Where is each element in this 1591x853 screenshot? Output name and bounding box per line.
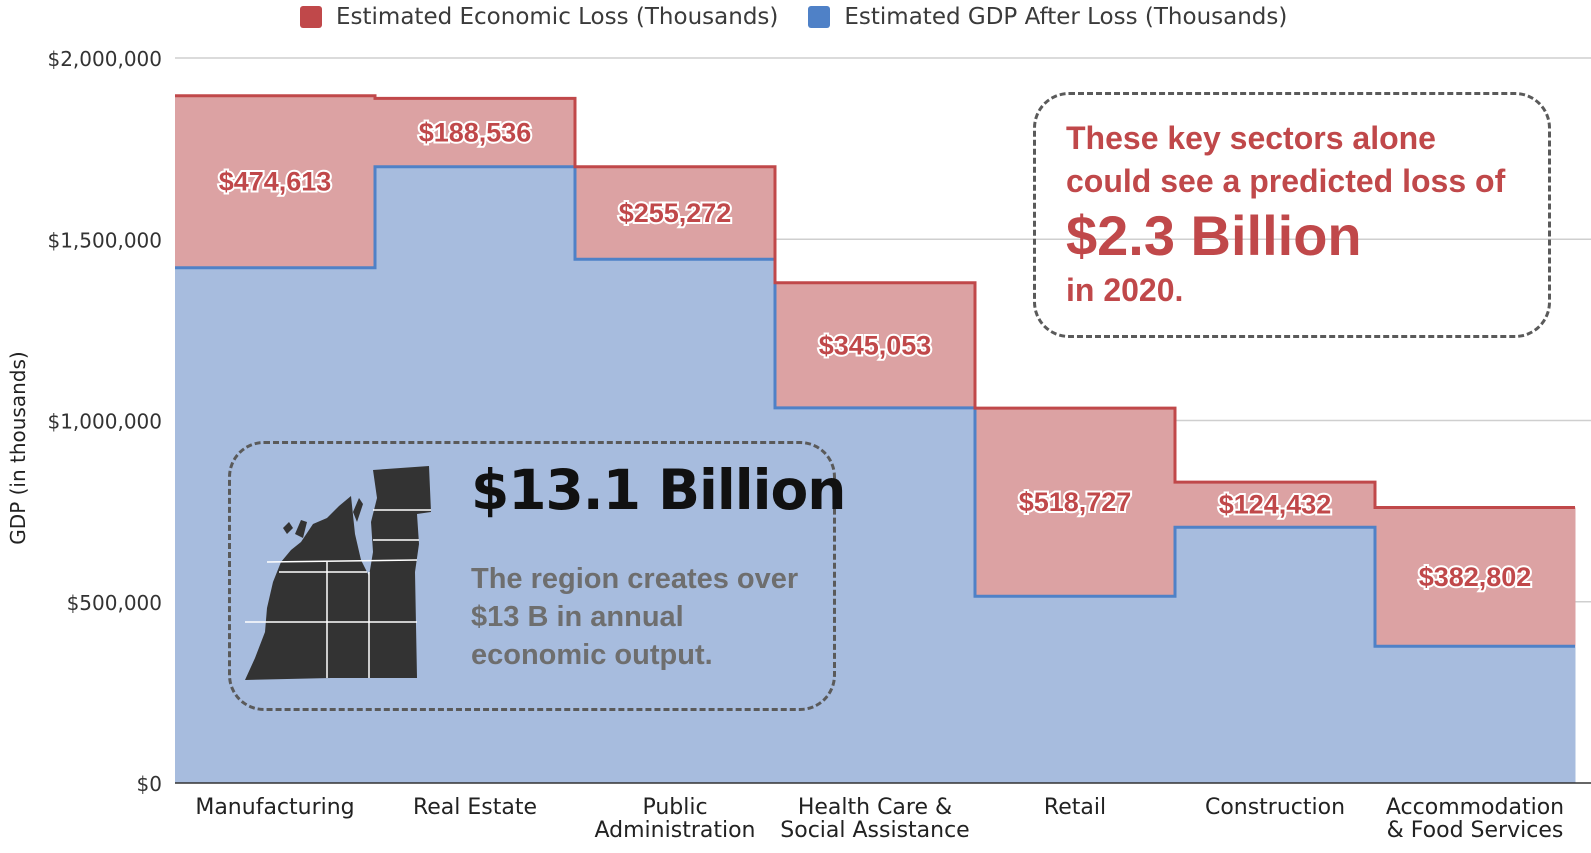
y-tick-label: $500,000 [67,591,162,615]
loss-callout-line1: These key sectors alone [1066,120,1436,156]
legend-item-gdp: Estimated GDP After Loss (Thousands) [808,4,1287,30]
loss-area-segment [1175,482,1376,528]
legend-label-loss: Estimated Economic Loss (Thousands) [336,4,779,30]
loss-callout: These key sectors alone could see a pred… [1033,92,1551,338]
loss-area-segment [775,282,976,408]
x-tick-label: Health Care & [798,795,952,820]
x-tick-label: Public [642,795,707,820]
data-label: $188,536 [419,118,532,148]
gdp-area-segment [975,596,1176,783]
x-tick-label: Social Assistance [780,818,969,843]
gdp-area-segment [575,259,776,783]
x-tick-label: Accommodation [1386,795,1564,820]
data-label: $124,432 [1219,490,1332,520]
x-tick-label: Real Estate [413,795,537,820]
gdp-callout: $13.1 Billion The region creates over $1… [228,441,846,711]
legend-label-gdp: Estimated GDP After Loss (Thousands) [844,4,1288,30]
gdp-callout-amount: $13.1 Billion [471,458,846,522]
x-tick-label: Construction [1205,795,1345,820]
loss-area-segment [575,166,776,260]
data-label: $382,802 [1419,562,1532,592]
x-tick-label: Administration [595,818,756,843]
gdp-callout-description: The region creates over $13 B in annual … [471,563,799,671]
x-tick-label: Retail [1044,795,1106,820]
y-tick-label: $2,000,000 [47,47,162,71]
data-label: $345,053 [819,330,932,360]
gdp-series-line [175,165,1575,648]
legend-swatch-gdp [808,6,831,28]
data-label: $518,727 [1019,487,1132,517]
legend-swatch-loss [300,6,322,28]
y-tick-label: $1,000,000 [47,410,162,434]
loss-callout-line3: in 2020. [1066,272,1184,308]
x-tick-label: Manufacturing [195,795,354,820]
loss-area-segment [375,98,576,167]
y-tick-label: $0 [137,772,162,796]
data-label: $255,272 [619,198,732,228]
loss-area-segment [975,408,1176,597]
legend: Estimated Economic Loss (Thousands) Esti… [300,4,1317,30]
data-label: $474,613 [219,167,332,197]
gdp-area-segment [1175,527,1376,783]
x-tick-label: & Food Services [1387,818,1564,843]
loss-callout-line2: could see a predicted loss of [1066,163,1506,199]
gdp-area-segment [1375,646,1576,783]
loss-area-segment [175,95,376,268]
y-tick-label: $1,500,000 [47,228,162,252]
legend-item-loss: Estimated Economic Loss (Thousands) [300,4,778,30]
loss-series-line [175,94,1575,509]
region-map-icon [245,466,431,680]
loss-area-segment [1375,507,1576,647]
y-axis-title: GDP (in thousands) [6,351,30,544]
loss-callout-amount: $2.3 Billion [1066,204,1362,267]
